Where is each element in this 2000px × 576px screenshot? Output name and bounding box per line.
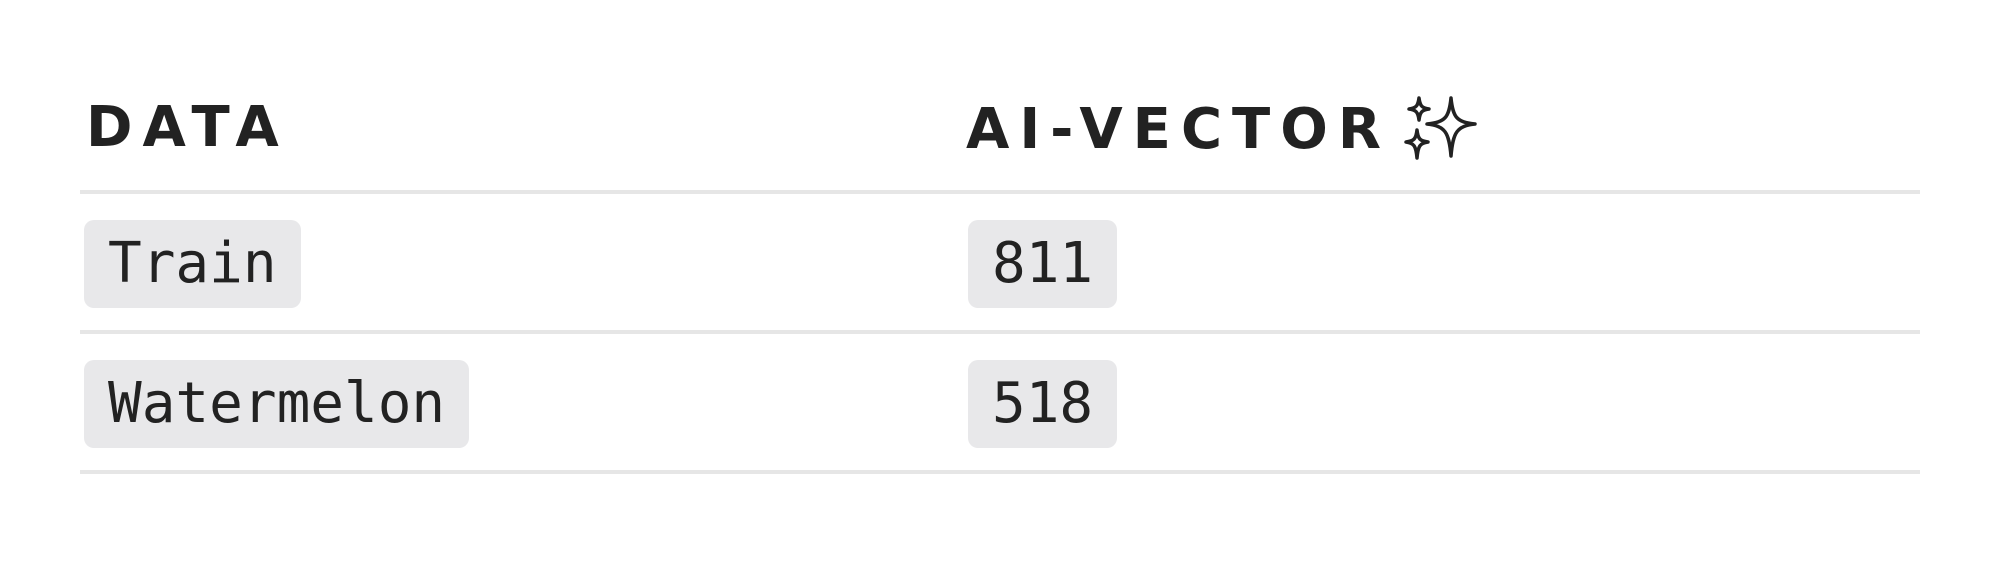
table-row: Watermelon 518 [80,334,1920,474]
data-cell: Train [84,220,301,308]
column-header-ai-vector: AI-VECTOR [966,92,1481,168]
table-row: Train 811 [80,194,1920,334]
table-header-row: DATA AI-VECTOR [80,72,1920,194]
data-table: DATA AI-VECTOR Train 811 Watermelon 518 [80,72,1920,474]
column-header-ai-vector-label: AI-VECTOR [966,97,1391,162]
vector-cell: 811 [968,220,1118,308]
data-cell: Watermelon [84,360,470,448]
column-header-data: DATA [86,95,289,160]
sparkles-icon [1404,96,1477,160]
vector-cell: 518 [968,360,1118,448]
